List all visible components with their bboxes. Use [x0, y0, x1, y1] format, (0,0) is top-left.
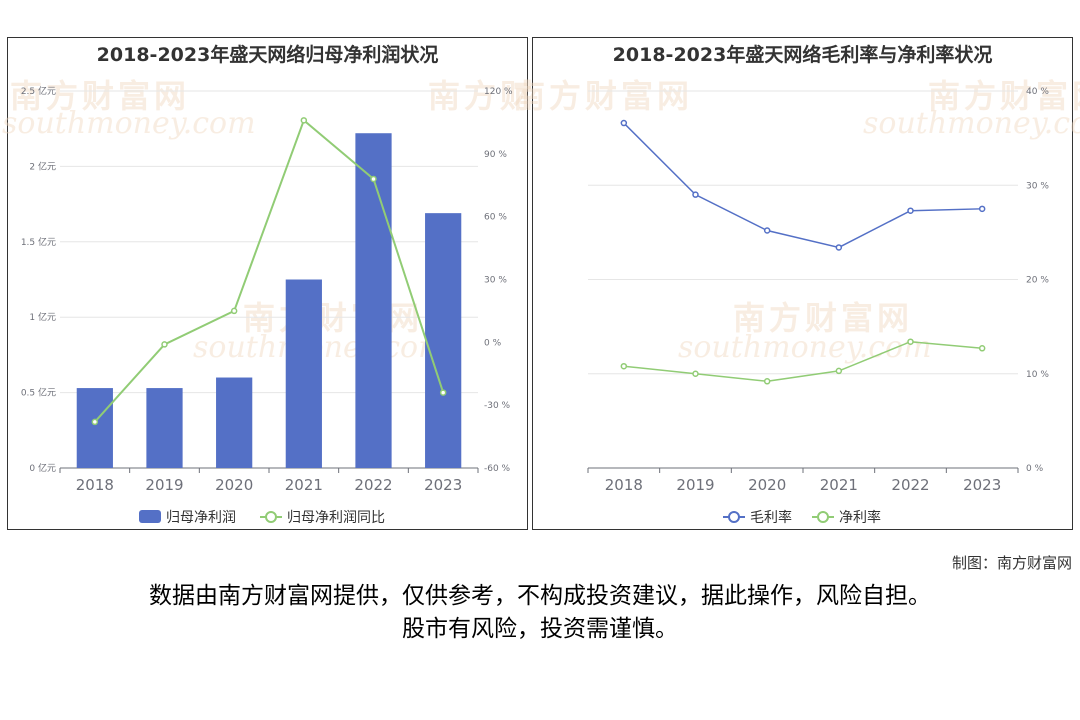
line-point — [230, 307, 238, 315]
margin-chart: 0 % 10 % 20 % 30 % 40 % 2018 2019 2020 2021 2022 2… — [587, 87, 1049, 526]
y-right-tick-label: -60 % — [484, 464, 511, 474]
y-right-tick-label: -30 % — [484, 401, 511, 411]
bar-归母净利润 — [285, 279, 322, 468]
x-tick-label: 2022 — [891, 476, 929, 494]
bar-归母净利润 — [76, 388, 113, 468]
line-point — [692, 370, 699, 377]
line-point — [835, 244, 843, 251]
legend-swatch-marker — [265, 511, 277, 523]
legend-swatch-marker — [817, 511, 829, 523]
legend-label: 净利率 — [839, 509, 881, 526]
y-right-tick-label: 60 % — [484, 213, 507, 223]
line-point — [439, 389, 447, 396]
line-point — [300, 117, 308, 124]
x-tick-label: 2019 — [145, 476, 183, 494]
margin-chart-panel: 南方财富网 南方财富网 southmoney.com 南方财富网 southmo… — [513, 37, 1080, 530]
x-tick-label: 2019 — [676, 476, 714, 494]
line-point — [907, 207, 914, 214]
y-right-tick-label: 90 % — [484, 150, 507, 160]
y-right-tick-label: 30 % — [484, 276, 507, 286]
x-tick-label: 2020 — [748, 476, 786, 494]
bar-归母净利润 — [146, 388, 183, 468]
line-point — [620, 119, 628, 127]
y-right-tick-label: 40 % — [1026, 87, 1049, 97]
x-tick-label: 2023 — [963, 476, 1001, 494]
series-line-净利率 — [623, 340, 983, 383]
disclaimer-line-1: 数据由南方财富网提供，仅供参考，不构成投资建议，据此操作，风险自担。 — [149, 583, 931, 609]
y-right-tick-label: 120 % — [484, 87, 513, 97]
x-tick-label: 2021 — [285, 476, 323, 494]
line-point — [907, 338, 914, 345]
x-tick-label: 2022 — [354, 476, 392, 494]
x-tick-label: 2018 — [76, 476, 114, 494]
line-point — [620, 362, 628, 370]
bar-归母净利润 — [425, 213, 462, 468]
y-left-tick-label: 1 亿元 — [29, 311, 56, 323]
y-left-tick-label: 2.5 亿元 — [21, 85, 56, 97]
chart-credit: 制图：南方财富网 — [951, 554, 1072, 572]
legend-label: 归母净利润同比 — [287, 509, 385, 526]
line-point — [763, 378, 771, 385]
bar-归母净利润 — [355, 133, 392, 468]
y-left-tick-label: 2 亿元 — [29, 160, 56, 172]
y-right-tick-label: 0 % — [1026, 464, 1044, 474]
line-point — [91, 418, 99, 426]
bar-归母净利润 — [216, 377, 253, 468]
y-left-tick-label: 0.5 亿元 — [21, 387, 56, 399]
chart-title: 2018-2023年盛天网络归母净利润状况 — [96, 44, 439, 66]
series-line-归母净利润同比 — [94, 118, 445, 423]
y-right-tick-label: 30 % — [1026, 181, 1049, 191]
profit-chart-panel: 南方财富网 southmoney.com 南方财富网 southmoney.co… — [2, 37, 604, 530]
line-point — [835, 367, 843, 375]
line-point — [978, 345, 986, 352]
disclaimer-line-2: 股市有风险，投资需谨慎。 — [402, 616, 678, 642]
series-line-毛利率 — [623, 122, 983, 249]
x-tick-label: 2018 — [605, 476, 643, 494]
y-left-tick-label: 0 亿元 — [29, 462, 56, 474]
disclaimer: 数据由南方财富网提供，仅供参考，不构成投资建议，据此操作，风险自担。 股市有风险… — [0, 580, 1080, 646]
line-point — [370, 175, 377, 183]
profit-chart: 0 亿元 0.5 亿元 1 亿元 1.5 亿元 2 亿元 2.5 亿元 -60 % -30 %… — [21, 85, 513, 526]
legend-swatch-bar — [139, 510, 161, 523]
y-right-tick-label: 20 % — [1026, 276, 1049, 286]
line-point — [161, 341, 168, 348]
x-tick-label: 2023 — [424, 476, 462, 494]
chart-title: 2018-2023年盛天网络毛利率与净利率状况 — [612, 44, 993, 66]
x-tick-label: 2020 — [215, 476, 253, 494]
line-point — [978, 205, 986, 213]
legend-label: 归母净利润 — [166, 509, 236, 526]
legend-label: 毛利率 — [750, 509, 792, 526]
line-point — [763, 227, 771, 234]
legend-swatch-marker — [728, 511, 740, 523]
line-point — [692, 191, 699, 198]
y-left-tick-label: 1.5 亿元 — [21, 236, 56, 248]
x-tick-label: 2021 — [820, 476, 858, 494]
y-right-tick-label: 10 % — [1026, 370, 1049, 380]
y-right-tick-label: 0 % — [484, 338, 502, 348]
